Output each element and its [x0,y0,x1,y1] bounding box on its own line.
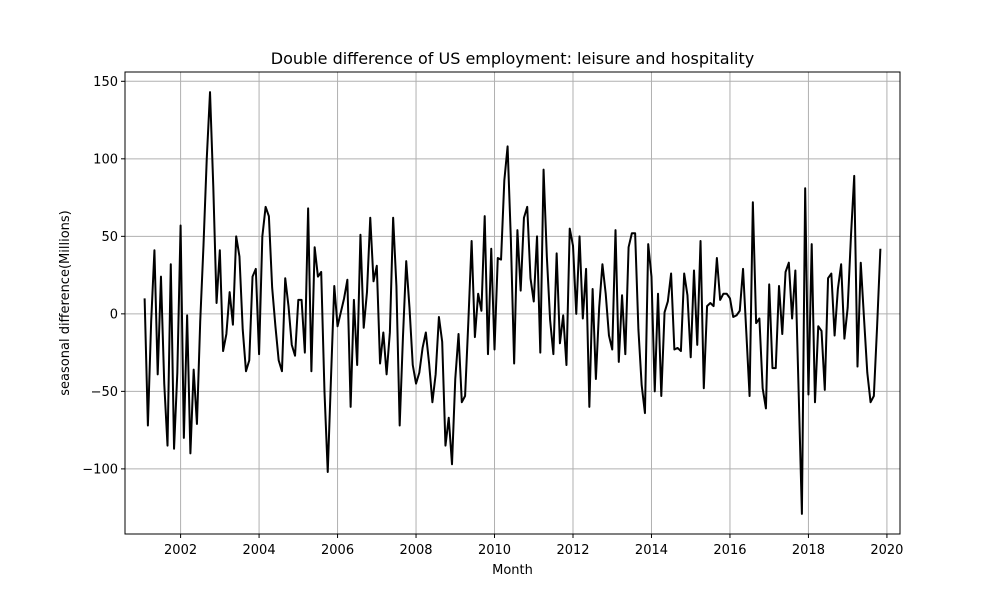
y-tick-label: 50 [101,230,118,245]
y-tick-label: −100 [82,462,118,477]
x-tick-label: 2008 [399,543,432,558]
x-tick-label: 2006 [321,543,354,558]
x-axis-label: Month [492,563,533,578]
y-tick-label: 100 [93,152,118,167]
x-tick-label: 2014 [635,543,668,558]
series-line [143,91,882,515]
y-tick-label: 150 [93,75,118,90]
x-tick-label: 2002 [164,543,197,558]
chart-title: Double difference of US employment: leis… [271,49,754,68]
x-tick-label: 2012 [556,543,589,558]
x-tick-label: 2010 [478,543,511,558]
y-tick-label: 0 [110,307,118,322]
x-tick-label: 2016 [713,543,746,558]
y-tick-label: −50 [91,385,118,400]
y-axis-ticks: 150 100 50 0 −50 −100 [82,75,125,477]
series-layer [143,91,882,515]
plot-area-frame [124,71,901,535]
y-axis-label: seasonal difference(Millions) [58,210,73,395]
x-axis-ticks: 2002 2004 2006 2008 2010 2012 2014 2016 2018 2020 [164,534,903,558]
x-tick-label: 2020 [870,543,903,558]
x-tick-label: 2004 [243,543,276,558]
x-tick-label: 2018 [792,543,825,558]
